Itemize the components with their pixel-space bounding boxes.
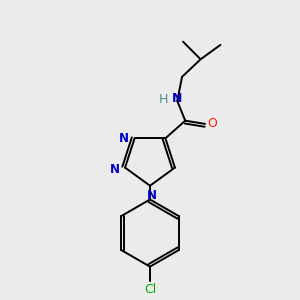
Text: N: N bbox=[147, 189, 157, 202]
Text: N: N bbox=[110, 163, 120, 176]
Text: N: N bbox=[119, 132, 129, 145]
Text: Cl: Cl bbox=[144, 283, 156, 296]
Text: O: O bbox=[208, 117, 218, 130]
Text: N: N bbox=[172, 92, 182, 105]
Text: H: H bbox=[159, 93, 168, 106]
